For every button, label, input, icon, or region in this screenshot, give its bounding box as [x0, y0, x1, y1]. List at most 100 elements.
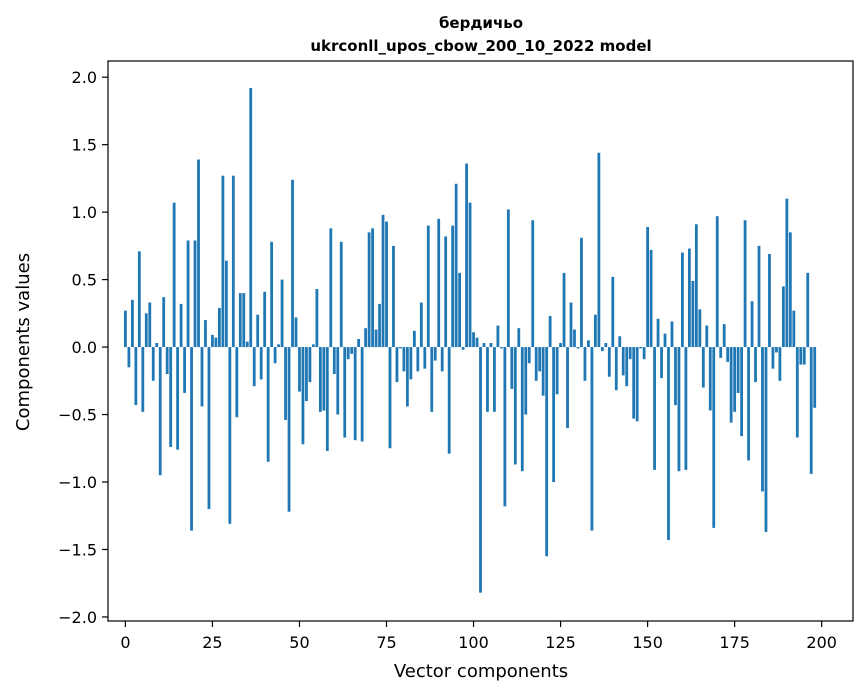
y-tick-label-4: 0.0: [72, 338, 97, 357]
bar-141: [614, 347, 618, 391]
bar-98: [465, 163, 468, 348]
bar-109: [503, 347, 507, 507]
bar-99: [468, 202, 472, 348]
bar-33: [238, 293, 242, 348]
bar-57: [322, 347, 326, 411]
bar-49: [294, 317, 298, 348]
bar-9: [155, 343, 159, 348]
bar-179: [747, 347, 750, 461]
bar-155: [663, 333, 667, 348]
bar-193: [795, 347, 799, 438]
bar-1: [127, 347, 131, 368]
bar-173: [726, 347, 730, 362]
bar-156: [667, 347, 670, 541]
bar-148: [639, 347, 643, 349]
bar-103: [482, 343, 486, 348]
bar-21: [197, 159, 200, 348]
bar-23: [204, 320, 207, 348]
bar-171: [719, 347, 723, 358]
bar-111: [510, 347, 514, 389]
bar-58: [325, 347, 329, 451]
bar-161: [684, 347, 688, 470]
x-tick-label-4: 100: [458, 633, 489, 652]
bar-133: [587, 340, 590, 348]
bar-91: [440, 347, 444, 372]
bar-159: [677, 347, 681, 472]
bar-95: [454, 183, 458, 348]
bar-172: [722, 324, 726, 348]
bar-170: [715, 216, 719, 348]
bar-15: [176, 347, 180, 450]
bar-167: [705, 325, 709, 348]
bar-146: [632, 347, 636, 419]
bar-76: [388, 347, 392, 449]
bar-11: [162, 297, 166, 348]
bar-107: [496, 325, 500, 348]
bar-131: [580, 237, 583, 348]
y-tick-label-0: −2.0: [58, 608, 97, 627]
bar-43: [273, 347, 277, 364]
bar-46: [284, 347, 287, 420]
bar-187: [775, 347, 778, 353]
bar-127: [566, 347, 569, 429]
bar-2: [130, 299, 134, 348]
bar-41: [266, 347, 270, 462]
bar-157: [670, 321, 674, 348]
bar-163: [691, 280, 695, 348]
bar-89: [433, 347, 437, 361]
bar-147: [635, 347, 639, 422]
bar-162: [687, 248, 691, 348]
bar-32: [235, 347, 239, 418]
bar-51: [301, 347, 305, 445]
bar-152: [653, 347, 656, 470]
x-tick-label-7: 175: [719, 633, 750, 652]
y-tick-label-3: −0.5: [58, 406, 97, 425]
bar-14: [172, 202, 176, 348]
bar-40: [263, 291, 267, 348]
y-axis-label: Components values: [13, 253, 34, 431]
bar-3: [134, 347, 138, 406]
chart-title-line2: ukrconll_upos_cbow_200_10_2022 model: [310, 37, 651, 55]
bar-134: [590, 347, 594, 531]
bar-183: [761, 347, 764, 492]
bar-137: [600, 347, 604, 352]
bar-190: [785, 198, 789, 348]
bar-194: [799, 347, 803, 365]
bar-174: [729, 347, 733, 423]
bar-series: [124, 87, 817, 593]
bar-12: [165, 347, 169, 375]
bar-27: [218, 307, 221, 348]
bar-82: [409, 347, 413, 380]
bar-158: [674, 347, 677, 406]
bar-166: [701, 347, 705, 388]
bar-138: [604, 343, 608, 348]
bar-53: [308, 347, 312, 383]
bar-88: [430, 347, 434, 412]
bar-104: [486, 347, 489, 412]
bar-54: [312, 344, 315, 348]
bar-70: [367, 232, 371, 348]
bar-120: [541, 347, 545, 396]
x-tick-label-2: 50: [289, 633, 309, 652]
bar-66: [353, 347, 357, 441]
bar-198: [813, 347, 817, 408]
bar-55: [315, 289, 319, 348]
bar-37: [252, 347, 256, 387]
bar-48: [291, 179, 294, 348]
bar-4: [137, 251, 141, 348]
bar-56: [318, 347, 322, 412]
bar-177: [740, 347, 743, 437]
axes: 0 25 50 75 100 125 150 175 200 −2.0 −1.5 −1.0 −0.5 0.…: [58, 60, 854, 652]
bar-47: [287, 347, 291, 512]
bar-117: [531, 220, 535, 348]
bar-122: [548, 316, 552, 348]
bar-86: [423, 347, 427, 369]
bar-102: [479, 347, 482, 593]
bar-110: [506, 209, 510, 348]
bar-6: [144, 313, 148, 348]
x-tick-label-1: 25: [202, 633, 222, 652]
bar-165: [698, 309, 702, 348]
bar-132: [583, 347, 587, 381]
bar-71: [371, 228, 374, 348]
